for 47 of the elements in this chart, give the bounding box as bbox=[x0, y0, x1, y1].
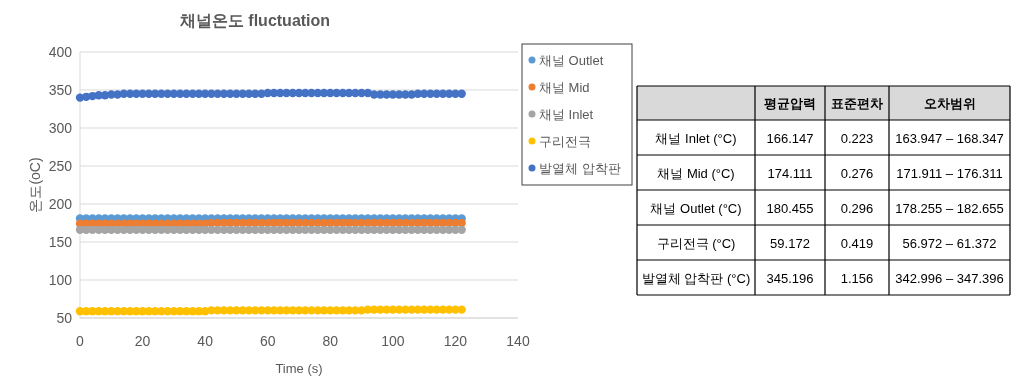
category-label: 채널 Inlet (°C) bbox=[655, 130, 737, 146]
x-tick-label: 100 bbox=[381, 333, 405, 349]
text: 178.255 – 182.655 bbox=[895, 200, 1004, 216]
category-label: 표준편차 bbox=[831, 96, 883, 111]
text: 0.296 bbox=[840, 200, 874, 216]
text: 171.911 – 176.311 bbox=[896, 165, 1003, 181]
x-axis-title: Time (s) bbox=[275, 361, 323, 376]
text: 163.947 – 168.347 bbox=[895, 130, 1004, 146]
text: 345.196 bbox=[766, 270, 814, 286]
text: 166.147 bbox=[766, 130, 814, 146]
text: 0.419 bbox=[840, 235, 874, 251]
text: 342.996 – 347.396 bbox=[895, 270, 1004, 286]
legend-label: 구리전극 bbox=[539, 134, 591, 149]
y-tick-label: 300 bbox=[48, 120, 73, 136]
text: 0.276 bbox=[840, 165, 874, 181]
x-tick-label: 0 bbox=[76, 333, 85, 349]
x-tick-label: 20 bbox=[134, 333, 151, 349]
category-label: 채널 Outlet (°C) bbox=[650, 200, 742, 216]
text: 180.455 bbox=[766, 200, 814, 216]
x-tick-label: 120 bbox=[443, 333, 468, 349]
text: 0.223 bbox=[840, 130, 874, 146]
y-tick-label: 50 bbox=[56, 310, 73, 326]
x-tick-label: 80 bbox=[322, 333, 339, 349]
y-axis-title: 온도(oC) bbox=[27, 157, 43, 213]
y-tick-label: 250 bbox=[48, 158, 73, 174]
y-tick-label: 400 bbox=[48, 44, 73, 60]
x-tick-label: 60 bbox=[259, 333, 276, 349]
chart-title: 채널온도 fluctuation bbox=[178, 12, 331, 29]
category-label: 평균압력 bbox=[764, 96, 816, 111]
legend-label: 발열체 압착판 bbox=[539, 161, 621, 176]
category-label: 발열체 압착판 (°C) bbox=[641, 270, 751, 286]
text: 59.172 bbox=[770, 235, 810, 251]
y-tick-label: 350 bbox=[48, 82, 73, 98]
text: 56.972 – 61.372 bbox=[902, 235, 997, 251]
y-tick-label: 100 bbox=[48, 272, 73, 288]
y-tick-label: 150 bbox=[48, 234, 73, 250]
category-label: 오차범위 bbox=[923, 96, 976, 111]
x-tick-label: 140 bbox=[506, 333, 530, 349]
legend-label: 채널 Mid bbox=[539, 80, 590, 95]
y-tick-label: 200 bbox=[48, 196, 73, 212]
text: 174.111 bbox=[767, 165, 813, 181]
category-label: 채널 Mid (°C) bbox=[657, 165, 735, 181]
category-label: 구리전극 (°C) bbox=[656, 235, 736, 251]
x-tick-label: 40 bbox=[197, 333, 214, 349]
legend-label: 채널 Outlet bbox=[539, 53, 604, 68]
text: 1.156 bbox=[840, 270, 874, 286]
legend-label: 채널 Inlet bbox=[539, 107, 594, 122]
